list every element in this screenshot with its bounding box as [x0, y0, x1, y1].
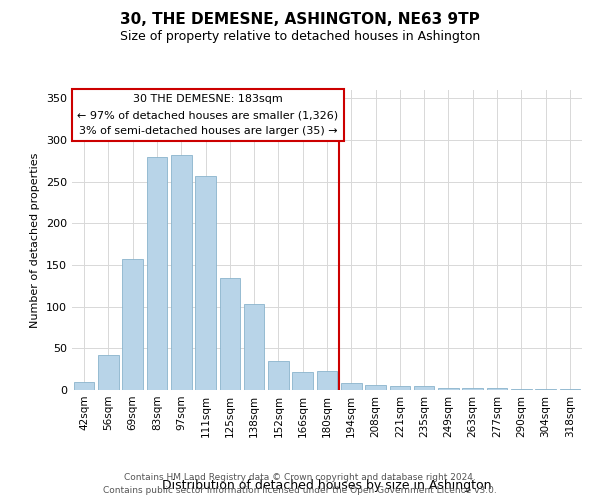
Bar [171, 155, 191, 390]
Bar [389, 386, 410, 390]
Bar [220, 278, 240, 390]
Bar [341, 384, 362, 390]
Bar [268, 361, 289, 390]
Bar [317, 371, 337, 390]
Bar [98, 355, 119, 390]
Bar [438, 388, 459, 390]
Bar [511, 389, 532, 390]
Bar [195, 176, 216, 390]
Bar [560, 389, 580, 390]
Y-axis label: Number of detached properties: Number of detached properties [31, 152, 40, 328]
Bar [292, 372, 313, 390]
Bar [414, 386, 434, 390]
Bar [74, 382, 94, 390]
Text: 30 THE DEMESNE: 183sqm
← 97% of detached houses are smaller (1,326)
3% of semi-d: 30 THE DEMESNE: 183sqm ← 97% of detached… [77, 94, 338, 136]
Bar [122, 259, 143, 390]
Bar [146, 156, 167, 390]
X-axis label: Distribution of detached houses by size in Ashington: Distribution of detached houses by size … [162, 478, 492, 492]
Bar [244, 304, 265, 390]
Bar [535, 389, 556, 390]
Bar [365, 385, 386, 390]
Bar [463, 388, 483, 390]
Text: Contains HM Land Registry data © Crown copyright and database right 2024.
Contai: Contains HM Land Registry data © Crown c… [103, 473, 497, 495]
Bar [487, 388, 508, 390]
Text: 30, THE DEMESNE, ASHINGTON, NE63 9TP: 30, THE DEMESNE, ASHINGTON, NE63 9TP [120, 12, 480, 28]
Text: Size of property relative to detached houses in Ashington: Size of property relative to detached ho… [120, 30, 480, 43]
